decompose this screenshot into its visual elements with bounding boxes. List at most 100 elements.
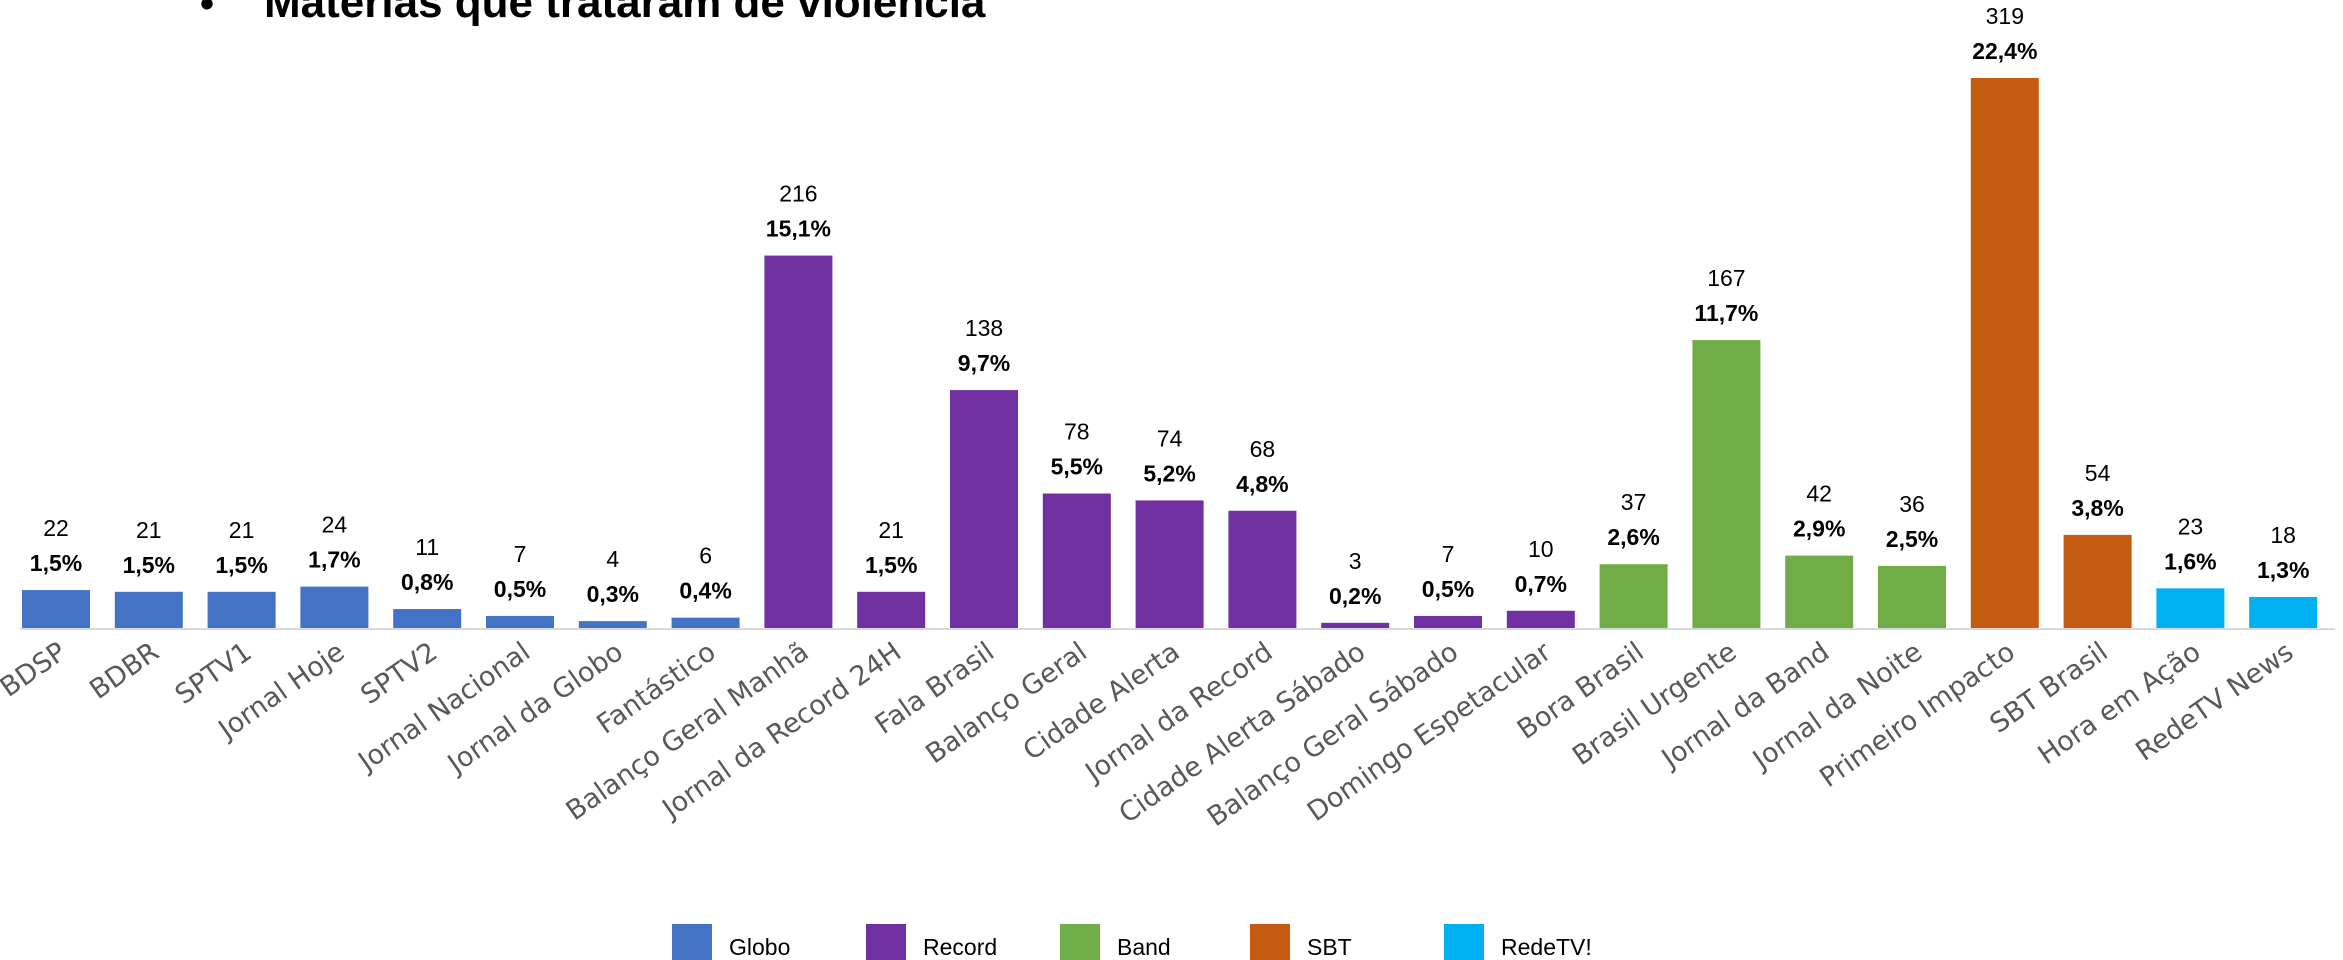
value-label: 4 (606, 546, 619, 572)
percent-label: 15,1% (766, 216, 831, 242)
category-label: Jornal da Band (1655, 636, 1835, 775)
percent-label: 4,8% (1236, 471, 1288, 497)
value-label: 21 (136, 517, 162, 543)
percent-label: 0,2% (1329, 583, 1381, 609)
bar (857, 591, 926, 628)
bars-group (22, 78, 2318, 628)
bar (1042, 493, 1111, 628)
bar (1785, 555, 1854, 628)
bar (2249, 596, 2318, 628)
percent-label: 1,6% (2164, 548, 2216, 574)
bar (2156, 588, 2225, 628)
value-label: 7 (1442, 541, 1455, 567)
percent-label: 0,7% (1515, 571, 1567, 597)
value-label: 36 (1899, 491, 1925, 517)
category-label: BDBR (84, 636, 165, 705)
value-label: 7 (514, 541, 527, 567)
legend-label: Band (1117, 934, 1171, 960)
percent-label: 3,8% (2071, 495, 2123, 521)
legend-swatch (1250, 924, 1290, 960)
legend-swatch (1444, 924, 1484, 960)
bar (1599, 564, 1668, 628)
percent-label: 1,5% (865, 552, 917, 578)
value-label: 11 (415, 534, 439, 560)
legend-label: Record (923, 934, 997, 960)
category-label: BDSP (0, 636, 72, 703)
percent-label: 0,3% (587, 581, 639, 607)
value-label: 21 (878, 517, 904, 543)
percent-label: 0,4% (679, 578, 731, 604)
value-label: 138 (965, 315, 1003, 341)
title-bullet: • (200, 0, 215, 26)
value-label: 21 (229, 517, 255, 543)
value-label: 10 (1528, 536, 1554, 562)
percent-label: 5,2% (1143, 460, 1195, 486)
category-label: Balanço Geral (920, 636, 1092, 770)
bar (114, 591, 183, 628)
value-label: 18 (2270, 522, 2296, 548)
percent-label: 1,5% (123, 552, 175, 578)
value-label: 22 (43, 515, 69, 541)
bar (671, 617, 740, 628)
percent-label: 9,7% (958, 350, 1010, 376)
bar (764, 255, 833, 628)
bar (300, 586, 369, 628)
percent-label: 11,7% (1694, 300, 1758, 326)
category-label: Brasil Urgente (1567, 636, 1742, 772)
percent-label: 0,5% (1422, 576, 1474, 602)
legend-swatch (672, 924, 712, 960)
bar (1414, 615, 1482, 628)
bar (1970, 78, 2039, 628)
value-label: 37 (1621, 489, 1647, 515)
legend-swatch (1060, 924, 1100, 960)
bar (393, 609, 462, 628)
value-label: 24 (322, 512, 348, 538)
legend-swatch (866, 924, 906, 960)
value-label: 216 (779, 181, 817, 207)
bar (22, 590, 90, 628)
value-label: 167 (1707, 265, 1745, 291)
percent-label: 5,5% (1051, 454, 1103, 480)
bar (207, 591, 276, 628)
percent-label: 0,8% (401, 569, 453, 595)
chart-title-text: Matérias que trataram de violência (264, 0, 986, 27)
value-label: 42 (1806, 481, 1832, 507)
percent-label: 0,5% (494, 576, 546, 602)
value-label: 319 (1986, 3, 2024, 29)
bar (1878, 565, 1946, 628)
percent-label: 1,3% (2257, 557, 2309, 583)
bar (1692, 340, 1761, 628)
percent-label: 2,9% (1793, 516, 1845, 542)
percent-label: 1,7% (308, 547, 360, 573)
value-label: 78 (1064, 419, 1090, 445)
bar (1506, 610, 1575, 628)
percent-labels-group: 1,5% 1,5% 1,5% 1,7% 0,8% 0,5% 0,3% 0,4% 15,1% 1,5… (30, 38, 2310, 609)
value-label: 3 (1349, 548, 1362, 574)
legend-label: Globo (729, 934, 790, 960)
bar (486, 615, 554, 628)
legend-label: SBT (1307, 934, 1352, 960)
legend: Globo Record Band SBT RedeTV! (672, 924, 1592, 960)
bar (1135, 500, 1204, 628)
category-label: Hora em Ação (2033, 636, 2207, 771)
percent-label: 2,5% (1886, 526, 1938, 552)
bar (1321, 622, 1390, 628)
percent-label: 1,5% (30, 550, 82, 576)
percent-label: 2,6% (1607, 524, 1659, 550)
bar (1228, 510, 1297, 628)
bar (578, 621, 647, 628)
legend-label: RedeTV! (1501, 934, 1592, 960)
category-label: RedeTV News (2130, 636, 2299, 767)
value-label: 23 (2178, 513, 2204, 539)
percent-label: 1,5% (215, 552, 267, 578)
percent-label: 22,4% (1972, 38, 2037, 64)
bar (950, 390, 1018, 628)
value-label: 54 (2085, 460, 2111, 486)
bar (2063, 534, 2132, 628)
value-label: 6 (699, 543, 712, 569)
value-label: 74 (1157, 425, 1183, 451)
value-label: 68 (1250, 436, 1276, 462)
